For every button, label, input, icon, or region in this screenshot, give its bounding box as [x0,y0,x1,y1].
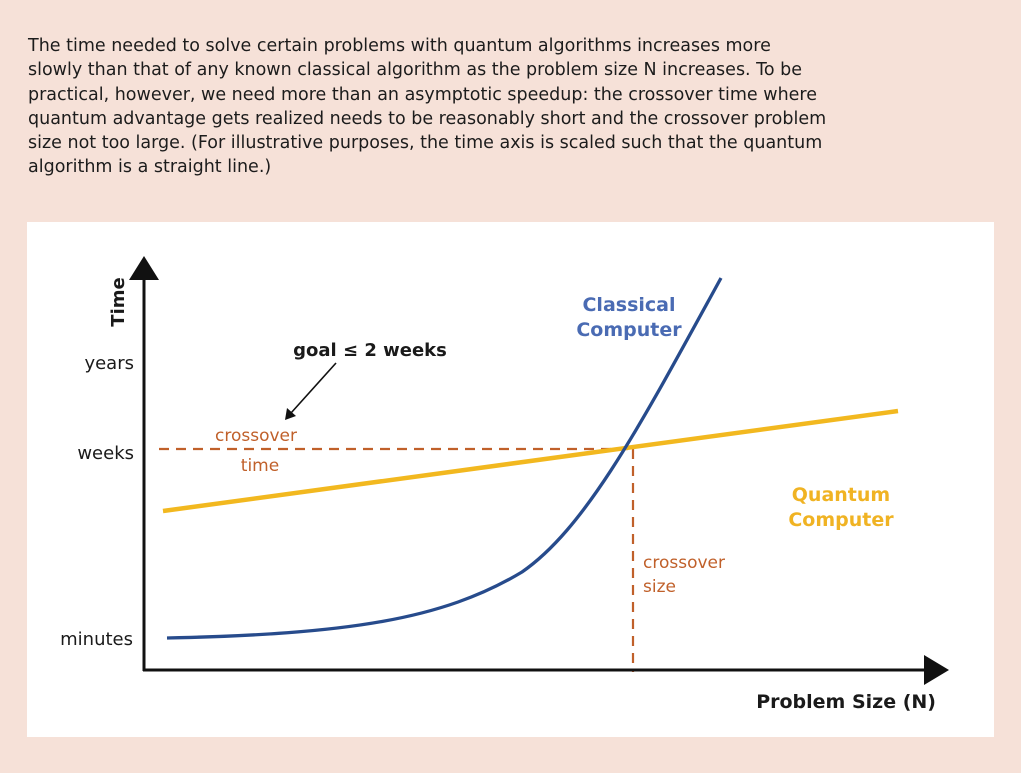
goal-pointer-arrowhead [285,408,296,420]
chart-svg: Time Problem Size (N) years weeks minute… [60,256,949,713]
chart-panel: Time Problem Size (N) years weeks minute… [27,222,994,737]
y-axis-title: Time [108,277,129,326]
quantum-series-label-line1: Quantum [792,484,890,506]
crossover-time-label-line1: crossover [215,426,297,446]
y-tick-label-weeks: weeks [77,443,134,464]
figure-caption: The time needed to solve certain problem… [28,36,827,178]
goal-pointer-arrow [290,362,337,414]
y-tick-label-minutes: minutes [60,629,133,650]
quantum-series-label-line2: Computer [788,509,894,531]
quantum-series-line [162,408,899,514]
crossover-size-label-line1: crossover [643,553,725,573]
crossover-size-label-line2: size [643,577,676,597]
x-axis-arrowhead [924,655,949,685]
x-axis-title: Problem Size (N) [756,691,936,713]
classical-series-curve [166,277,723,640]
y-axis-arrowhead [129,256,159,280]
y-tick-label-years: years [84,353,134,374]
crossover-time-label-line2: time [241,456,279,476]
classical-series-label-line1: Classical [582,294,675,316]
classical-series-label-line2: Computer [576,319,682,341]
goal-annotation: goal ≤ 2 weeks [293,340,447,361]
